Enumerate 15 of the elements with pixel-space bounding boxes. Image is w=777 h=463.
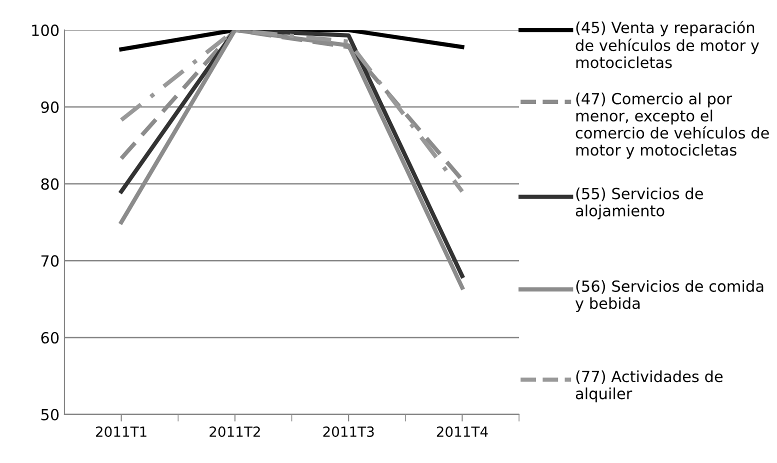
y-tick-label: 50 bbox=[41, 408, 59, 420]
legend-label: (47) Comercio al por menor, excepto el comercio de vehículos de motor y motocicletas bbox=[576, 92, 769, 159]
legend-label: (56) Servicios de comida y bebida bbox=[575, 280, 764, 312]
x-tick-label: 2011T2 bbox=[210, 426, 260, 437]
y-tick-label: 60 bbox=[41, 332, 59, 344]
legend-label: (55) Servicios de alojamiento bbox=[576, 188, 703, 220]
y-tick-label: 90 bbox=[41, 101, 59, 113]
legend-label: (45) Venta y reparación de vehículos de motor y motocicletas bbox=[576, 20, 760, 68]
x-tick-label: 2011T3 bbox=[323, 426, 374, 437]
legend-label: (77) Actividades de alquiler bbox=[576, 370, 723, 402]
x-tick-label: 2011T4 bbox=[436, 426, 488, 437]
x-tick-label: 2011T1 bbox=[96, 426, 146, 437]
y-tick-label: 100 bbox=[32, 24, 59, 36]
y-tick-label: 70 bbox=[41, 255, 59, 267]
y-tick-label: 80 bbox=[41, 178, 59, 190]
